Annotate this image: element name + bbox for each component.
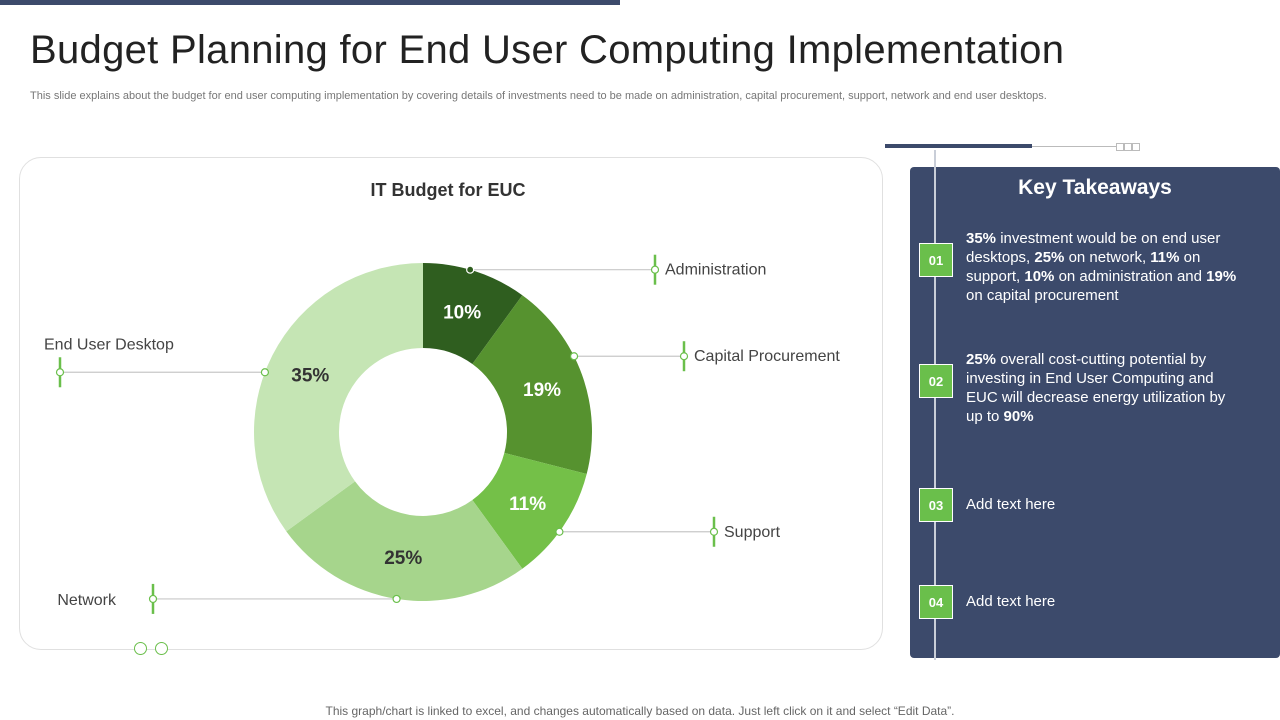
takeaways-timeline-line — [934, 150, 936, 660]
donut-slice[interactable] — [423, 263, 523, 365]
decor-circle-left — [134, 642, 147, 655]
takeaway-text-segment: on capital procurement — [966, 287, 1119, 304]
takeaway-highlight: 35% — [966, 230, 997, 247]
takeaway-number-badge: 03 — [919, 488, 953, 522]
page-title: Budget Planning for End User Computing I… — [30, 28, 1065, 72]
takeaway-highlight: 90% — [1003, 408, 1034, 425]
takeaway-text-segment: on support, — [966, 249, 1201, 285]
slice-value-label: 11% — [509, 494, 546, 515]
takeaway-highlight: 19% — [1206, 268, 1237, 285]
category-label: Support — [724, 524, 781, 541]
takeaway-text-segment: Add text here — [966, 496, 1056, 513]
takeaway-text-segment: on network, — [1064, 249, 1151, 266]
takeaway-text[interactable]: Add text here — [966, 592, 1246, 611]
timeline-square — [1124, 143, 1132, 151]
donut-chart[interactable]: IT Budget for EUC 10% 19% 11% 25% 35% Administ… — [0, 0, 900, 660]
category-label: Network — [57, 592, 117, 609]
page-subtitle: This slide explains about the budget for… — [30, 90, 1047, 102]
timeline-square — [1116, 143, 1124, 151]
category-label: Administration — [665, 262, 766, 279]
donut-slice[interactable] — [254, 263, 423, 532]
leader-end-dot — [148, 594, 158, 604]
leader-dot — [466, 265, 475, 274]
takeaway-number-badge: 01 — [919, 243, 953, 277]
top-accent-bar — [0, 0, 620, 5]
timeline-thin-line — [1030, 146, 1116, 147]
leader-dot — [569, 352, 579, 361]
takeaway-highlight: 25% — [966, 351, 997, 368]
timeline-square — [1132, 143, 1140, 151]
leader-end-dot — [709, 527, 719, 536]
takeaway-text[interactable]: Add text here — [966, 495, 1246, 514]
takeaway-text-segment: overall cost-cutting potential by invest… — [966, 351, 1226, 425]
decor-circle-right — [155, 642, 168, 655]
slice-value-label: 10% — [443, 303, 481, 324]
takeaway-text-segment: Add text here — [966, 593, 1056, 610]
chart-title: IT Budget for EUC — [371, 180, 526, 200]
takeaway-text-segment: investment would be on end user desktops… — [966, 230, 1221, 266]
takeaway-highlight: 11% — [1150, 249, 1180, 266]
slice-value-label: 25% — [384, 548, 422, 569]
leader-dot — [260, 368, 270, 377]
leader-end-dot — [650, 265, 660, 274]
takeaway-text[interactable]: 25% overall cost-cutting potential by in… — [966, 350, 1246, 426]
leader-dot — [555, 527, 564, 536]
takeaway-highlight: 25% — [1034, 249, 1065, 266]
slice-value-label: 19% — [523, 380, 561, 401]
leader-dot — [392, 594, 401, 604]
takeaway-text[interactable]: 35% investment would be on end user desk… — [966, 229, 1246, 305]
takeaway-number-badge: 02 — [919, 364, 953, 398]
timeline-thick-line — [885, 144, 1032, 148]
leader-end-dot — [679, 352, 689, 361]
category-label: End User Desktop — [44, 336, 174, 353]
leader-end-dot — [55, 368, 65, 377]
key-takeaways-title: Key Takeaways — [1018, 176, 1172, 199]
slice-value-label: 35% — [291, 366, 329, 387]
footer-note: This graph/chart is linked to excel, and… — [325, 704, 955, 718]
donut-slice[interactable] — [472, 295, 592, 475]
takeaway-number-badge: 04 — [919, 585, 953, 619]
donut-slice[interactable] — [286, 481, 523, 601]
takeaway-highlight: 10% — [1024, 268, 1055, 285]
takeaway-text-segment: on administration and — [1054, 268, 1207, 285]
category-label: Capital Procurement — [694, 348, 840, 365]
donut-slice[interactable] — [472, 452, 587, 569]
key-takeaways-panel — [910, 167, 1280, 658]
